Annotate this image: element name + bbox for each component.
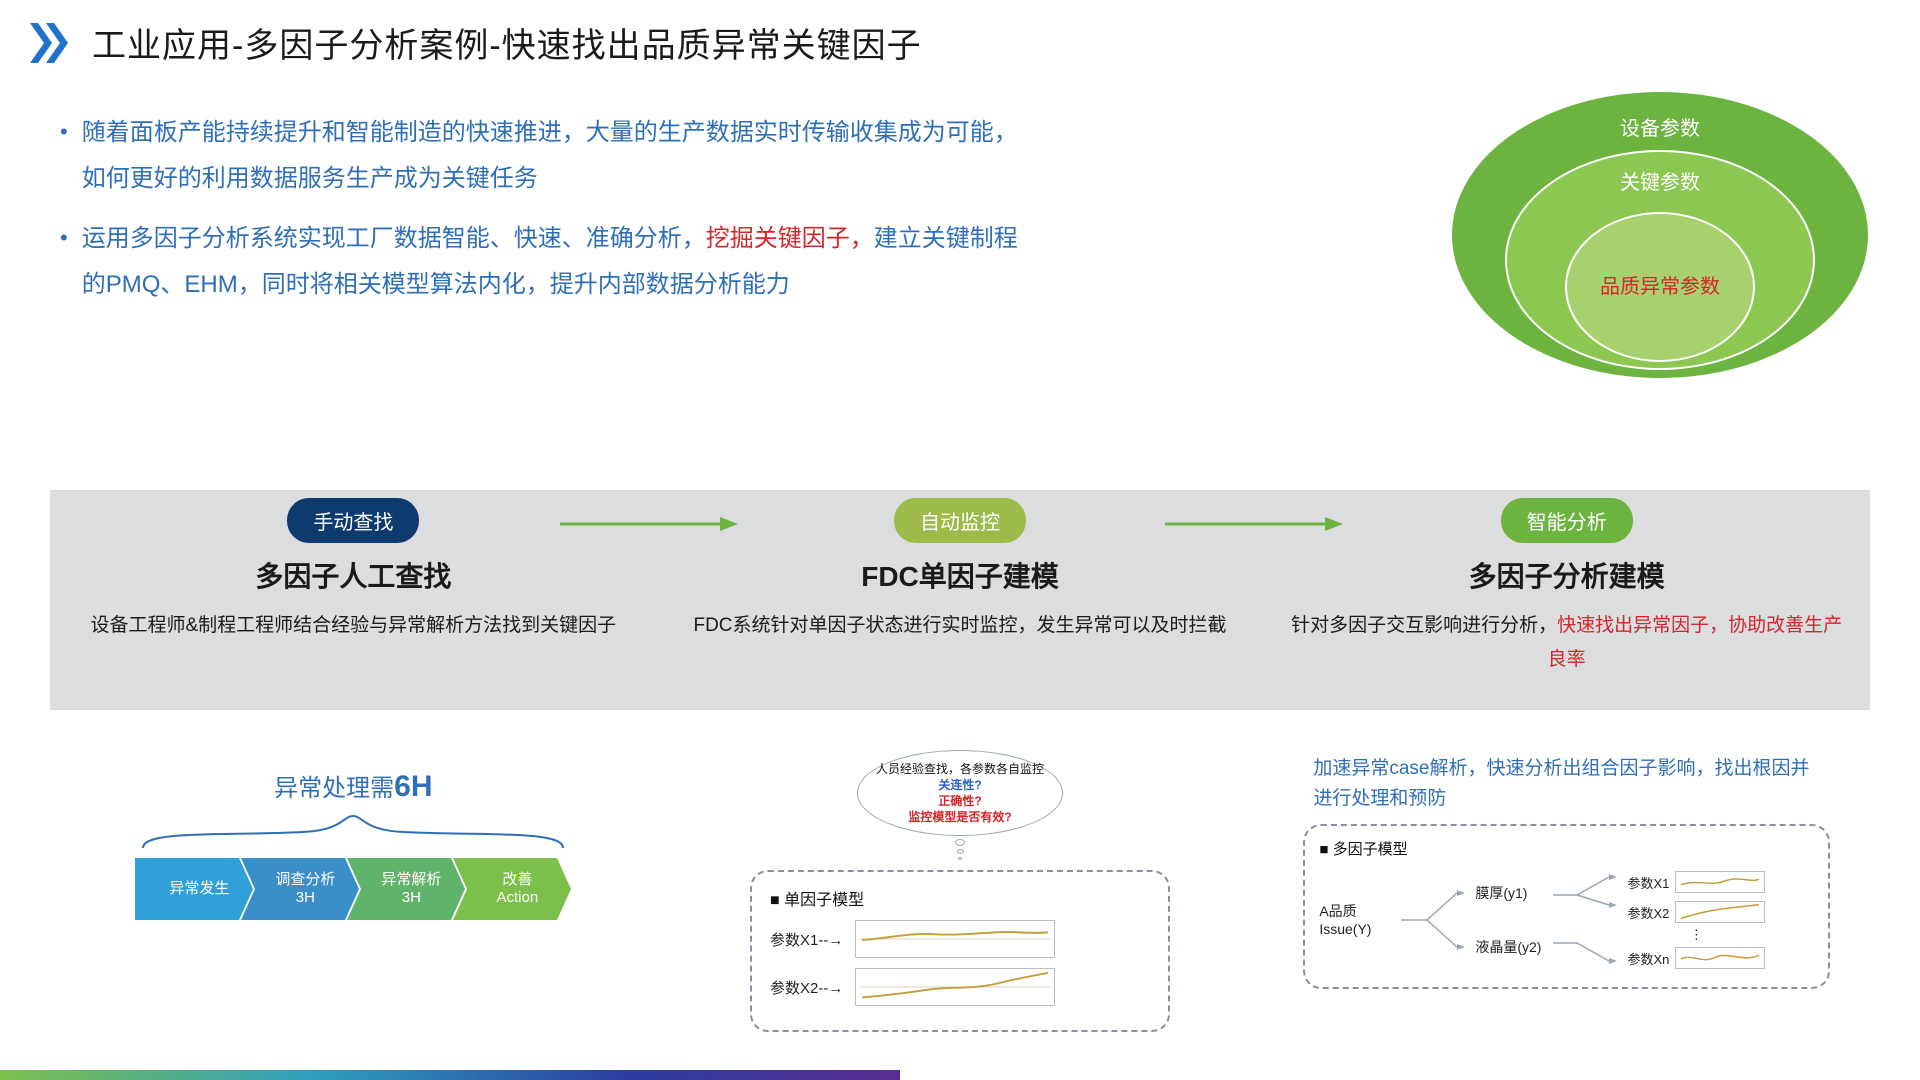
tree-mids: 膜厚(y1) 液晶量(y2) <box>1475 883 1541 957</box>
param-row: 参数X1--→ <box>770 920 1150 958</box>
stage-pill: 自动监控 <box>894 498 1026 543</box>
chevron-steps: 异常发生调查分析3H 异常解析3H 改善Action <box>70 858 637 920</box>
process-col-2: 自动监控 FDC单因子建模 FDC系统针对单因子状态进行实时监控，发生异常可以及… <box>657 498 1264 677</box>
cloud-line: 关连性? <box>876 777 1044 793</box>
tree-mid: 液晶量(y2) <box>1475 937 1541 957</box>
stage-desc: FDC系统针对单因子状态进行实时监控，发生异常可以及时拦截 <box>677 609 1244 643</box>
brace-icon <box>123 810 583 852</box>
chevron-label: 改善Action <box>464 871 560 907</box>
bullet-text: 随着面板产能持续提升和智能制造的快速推进，大量的生产数据实时传输收集成为可能，如… <box>82 110 1040 202</box>
slide-header: 工业应用-多因子分析案例-快速找出品质异常关键因子 <box>30 18 922 67</box>
chevron-step: 异常解析3H <box>347 858 465 920</box>
cloud-bubble-icon <box>957 849 964 854</box>
detail-col-1: 异常处理需6H 异常发生调查分析3H 异常解析3H 改善Action <box>50 740 657 1032</box>
panel-title: 多因子模型 <box>1319 838 1814 859</box>
sparkline <box>1675 947 1765 969</box>
chevron-label: 异常解析3H <box>358 871 454 907</box>
text-seg: 运用多因子分析系统实现工厂数据智能、快速、准确分析， <box>82 225 706 252</box>
sparkline <box>1675 901 1765 923</box>
chevron-step: 改善Action <box>453 858 571 920</box>
text-seg: 针对多因子交互影响进行分析， <box>1291 615 1557 636</box>
leaf-label: 参数X1 <box>1627 873 1669 892</box>
chevron-step: 调查分析3H <box>241 858 359 920</box>
details-row: 异常处理需6H 异常发生调查分析3H 异常解析3H 改善Action 人员经验查找，… <box>50 740 1870 1032</box>
ellipsis-icon: ⋮ <box>1627 931 1765 939</box>
stage-title: 多因子分析建模 <box>1283 555 1850 595</box>
stage-desc: 针对多因子交互影响进行分析，快速找出异常因子，协助改善生产良率 <box>1283 609 1850 677</box>
param-label: 参数X1--→ <box>770 929 843 950</box>
text-seg-highlight: 快速找出异常因子，协助改善生产良率 <box>1548 615 1843 670</box>
tree-root: A品质Issue(Y) <box>1319 902 1389 938</box>
text-seg: 6H <box>394 770 432 803</box>
text-seg: 设备工程师&制程工程师结合经验与异常解析方法找到关键因子 <box>90 615 616 636</box>
leaf-row: 参数X1 <box>1627 871 1765 893</box>
detail-col-3: 加速异常case解析，快速分析出组合因子影响，找出根因并进行处理和预防 多因子模… <box>1263 740 1870 1032</box>
sparkline <box>1675 871 1765 893</box>
tree-mid: 膜厚(y1) <box>1475 883 1541 903</box>
cloud-line: 监控模型是否有效? <box>876 809 1044 825</box>
panel-title: 单因子模型 <box>770 886 1150 910</box>
tree-branch-icon <box>1397 875 1467 965</box>
nested-ellipse-diagram: 设备参数 关键参数 品质异常参数 <box>1450 90 1870 380</box>
process-columns: 手动查找 多因子人工查找 设备工程师&制程工程师结合经验与异常解析方法找到关键因… <box>50 498 1870 677</box>
stage-title: FDC单因子建模 <box>677 555 1244 595</box>
d1-title: 异常处理需6H <box>70 768 637 804</box>
leaf-label: 参数X2 <box>1627 903 1669 922</box>
tree-branch-icon <box>1549 865 1619 975</box>
process-col-3: 智能分析 多因子分析建模 针对多因子交互影响进行分析，快速找出异常因子，协助改善… <box>1263 498 1870 677</box>
header-chevron-icon <box>30 23 74 63</box>
chevron-label: 调查分析3H <box>252 871 348 907</box>
process-col-1: 手动查找 多因子人工查找 设备工程师&制程工程师结合经验与异常解析方法找到关键因… <box>50 498 657 677</box>
cloud-line: 人员经验查找，各参数各自监控 <box>876 761 1044 777</box>
param-row: 参数X2--→ <box>770 968 1150 1006</box>
text-seg: 异常处理需 <box>274 775 394 802</box>
chevron-step: 异常发生 <box>135 858 253 920</box>
sparkline <box>855 968 1055 1006</box>
cloud-bubble-icon <box>955 839 965 846</box>
stage-pill: 智能分析 <box>1501 498 1633 543</box>
cloud-body: 人员经验查找，各参数各自监控 关连性? 正确性? 监控模型是否有效? <box>857 750 1063 836</box>
thought-cloud: 人员经验查找，各参数各自监控 关连性? 正确性? 监控模型是否有效? <box>810 750 1110 860</box>
param-label: 参数X2--→ <box>770 977 843 998</box>
tree-leaves: 参数X1 参数X2 ⋮ 参数Xn <box>1627 871 1765 969</box>
chevron-label: 异常发生 <box>146 880 242 898</box>
cloud-bubble-icon <box>958 857 962 860</box>
d3-panel: 多因子模型 A品质Issue(Y) 膜厚(y1) 液晶量(y2) <box>1303 824 1830 989</box>
bullet-dot-icon: • <box>60 110 68 202</box>
bullet-text: 运用多因子分析系统实现工厂数据智能、快速、准确分析，挖掘关键因子，建立关键制程的… <box>82 216 1040 308</box>
stage-pill: 手动查找 <box>287 498 419 543</box>
ellipse-label: 品质异常参数 <box>1600 274 1720 300</box>
text-seg: FDC系统针对单因子状态进行实时监控，发生异常可以及时拦截 <box>693 615 1226 636</box>
leaf-row: 参数Xn <box>1627 947 1765 969</box>
detail-col-2: 人员经验查找，各参数各自监控 关连性? 正确性? 监控模型是否有效? 单因子模型… <box>657 740 1264 1032</box>
ellipse-inner: 品质异常参数 <box>1565 212 1755 362</box>
bullet-list: • 随着面板产能持续提升和智能制造的快速推进，大量的生产数据实时传输收集成为可能… <box>60 110 1040 322</box>
stage-title: 多因子人工查找 <box>70 555 637 595</box>
text-seg-highlight: 挖掘关键因子， <box>706 225 874 252</box>
slide-title: 工业应用-多因子分析案例-快速找出品质异常关键因子 <box>92 18 922 67</box>
d2-panel: 单因子模型 参数X1--→ 参数X2--→ <box>750 870 1170 1032</box>
factor-tree: A品质Issue(Y) 膜厚(y1) 液晶量(y2) <box>1319 865 1814 975</box>
leaf-label: 参数Xn <box>1627 949 1669 968</box>
bullet-item: • 随着面板产能持续提升和智能制造的快速推进，大量的生产数据实时传输收集成为可能… <box>60 110 1040 202</box>
footer-gradient-bar <box>0 1070 900 1080</box>
bullet-item: • 运用多因子分析系统实现工厂数据智能、快速、准确分析，挖掘关键因子，建立关键制… <box>60 216 1040 308</box>
leaf-row: 参数X2 <box>1627 901 1765 923</box>
sparkline <box>855 920 1055 958</box>
cloud-line: 正确性? <box>876 793 1044 809</box>
d3-title: 加速异常case解析，快速分析出组合因子影响，找出根因并进行处理和预防 <box>1313 754 1820 814</box>
bullet-dot-icon: • <box>60 216 68 308</box>
stage-desc: 设备工程师&制程工程师结合经验与异常解析方法找到关键因子 <box>70 609 637 643</box>
